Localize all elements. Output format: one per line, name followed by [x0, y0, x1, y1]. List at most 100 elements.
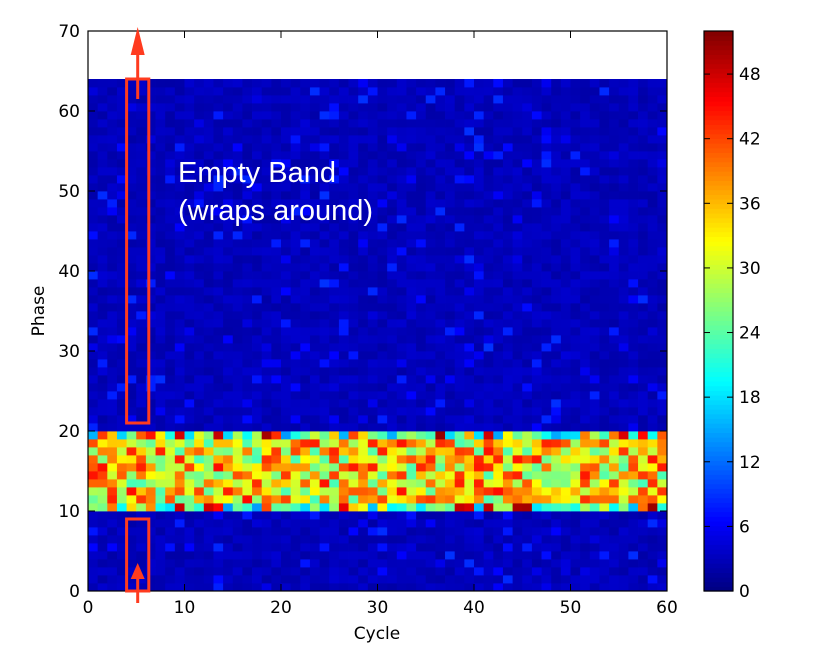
- heatmap-cell: [406, 487, 417, 496]
- heatmap-cell: [445, 183, 456, 192]
- heatmap-cell: [454, 295, 465, 304]
- heatmap-cell: [232, 103, 243, 112]
- colorbar-segment: [704, 385, 733, 391]
- heatmap-cell: [107, 87, 118, 96]
- heatmap-cell: [174, 399, 185, 408]
- heatmap-cell: [618, 215, 629, 224]
- heatmap-cell: [445, 231, 456, 240]
- heatmap-cell: [271, 207, 282, 216]
- heatmap-cell: [618, 335, 629, 344]
- heatmap-cell: [435, 191, 446, 200]
- heatmap-cell: [174, 95, 185, 104]
- heatmap-cell: [502, 343, 513, 352]
- heatmap-cell: [609, 279, 620, 288]
- heatmap-cell: [213, 567, 224, 576]
- heatmap-cell: [416, 319, 427, 328]
- heatmap-cell: [155, 503, 166, 512]
- heatmap-cell: [348, 527, 359, 536]
- heatmap-cell: [107, 215, 118, 224]
- heatmap-cell: [435, 95, 446, 104]
- heatmap-cell: [165, 311, 176, 320]
- heatmap-cell: [647, 143, 658, 152]
- heatmap-cell: [570, 271, 581, 280]
- heatmap-cell: [348, 167, 359, 176]
- heatmap-cell: [464, 359, 475, 368]
- heatmap-cell: [367, 527, 378, 536]
- heatmap-cell: [300, 351, 311, 360]
- heatmap-cell: [319, 279, 330, 288]
- heatmap-cell: [242, 567, 253, 576]
- heatmap-cell: [261, 487, 272, 496]
- heatmap-cell: [406, 167, 417, 176]
- heatmap-cell: [97, 535, 108, 544]
- heatmap-cell: [425, 319, 436, 328]
- heatmap-cell: [281, 271, 292, 280]
- heatmap-cell: [358, 455, 369, 464]
- heatmap-cell: [531, 79, 542, 88]
- heatmap-cell: [97, 575, 108, 584]
- heatmap-cell: [618, 247, 629, 256]
- heatmap-cell: [493, 351, 504, 360]
- heatmap-cell: [551, 463, 562, 472]
- heatmap-cell: [657, 375, 668, 384]
- heatmap-cell: [435, 439, 446, 448]
- heatmap-cell: [261, 127, 272, 136]
- colorbar-segment: [704, 544, 733, 550]
- heatmap-cell: [107, 159, 118, 168]
- heatmap-cell: [338, 239, 349, 248]
- heatmap-cell: [570, 255, 581, 264]
- heatmap-cell: [387, 375, 398, 384]
- heatmap-cell: [638, 143, 649, 152]
- heatmap-cell: [194, 503, 205, 512]
- heatmap-cell: [435, 431, 446, 440]
- heatmap-cell: [319, 527, 330, 536]
- heatmap-cell: [184, 551, 195, 560]
- heatmap-cell: [464, 127, 475, 136]
- heatmap-cell: [126, 391, 137, 400]
- heatmap-cell: [329, 455, 340, 464]
- heatmap-cell: [309, 559, 320, 568]
- heatmap-cell: [377, 151, 388, 160]
- heatmap-cell: [213, 383, 224, 392]
- heatmap-cell: [445, 279, 456, 288]
- heatmap-cell: [252, 247, 263, 256]
- heatmap-cell: [512, 207, 523, 216]
- heatmap-cell: [116, 519, 127, 528]
- heatmap-cell: [281, 79, 292, 88]
- heatmap-cell: [116, 199, 127, 208]
- heatmap-cell: [406, 103, 417, 112]
- heatmap-cell: [551, 95, 562, 104]
- heatmap-cell: [483, 575, 494, 584]
- heatmap-cell: [107, 175, 118, 184]
- heatmap-cell: [657, 103, 668, 112]
- heatmap-cell: [493, 103, 504, 112]
- heatmap-cell: [213, 423, 224, 432]
- heatmap-cell: [474, 575, 485, 584]
- heatmap-cell: [300, 423, 311, 432]
- heatmap-cell: [416, 447, 427, 456]
- colorbar-tick-label: 42: [739, 130, 761, 150]
- heatmap-cell: [464, 423, 475, 432]
- heatmap-cell: [560, 375, 571, 384]
- y-tick-label: 0: [69, 582, 80, 602]
- heatmap-cell: [474, 567, 485, 576]
- heatmap-cell: [88, 159, 99, 168]
- heatmap-cell: [348, 143, 359, 152]
- heatmap-cell: [242, 143, 253, 152]
- heatmap-cell: [165, 415, 176, 424]
- heatmap-cell: [116, 543, 127, 552]
- heatmap-cell: [145, 119, 156, 128]
- heatmap-cell: [483, 359, 494, 368]
- heatmap-cell: [474, 183, 485, 192]
- heatmap-cell: [570, 303, 581, 312]
- colorbar-segment: [704, 82, 733, 88]
- heatmap-cell: [425, 575, 436, 584]
- heatmap-cell: [358, 199, 369, 208]
- heatmap-cell: [242, 167, 253, 176]
- heatmap-cell: [512, 463, 523, 472]
- heatmap-cell: [377, 159, 388, 168]
- colorbar-tick-label: 48: [739, 65, 761, 85]
- heatmap-cell: [599, 87, 610, 96]
- heatmap-cell: [618, 383, 629, 392]
